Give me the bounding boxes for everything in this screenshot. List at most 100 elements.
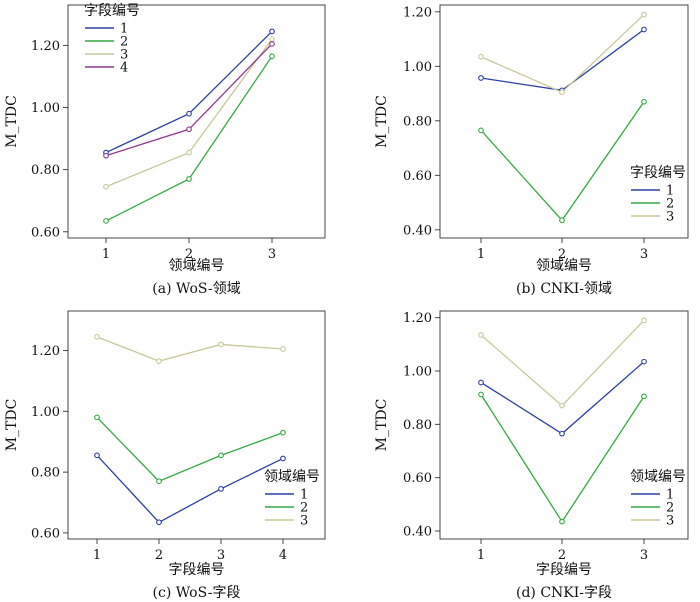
data-point	[103, 152, 109, 159]
legend-title: 字段编号	[84, 3, 140, 19]
series-line-2	[480, 394, 645, 523]
plot-frame	[67, 310, 326, 540]
y-tick-label: 0.40	[403, 223, 432, 238]
series-line-2	[96, 416, 284, 483]
legend-label: 2	[300, 501, 308, 516]
x-tick-label: 2	[155, 548, 163, 563]
y-tick-label: 0.80	[403, 114, 432, 129]
legend-label: 1	[666, 184, 674, 199]
legend-label: 2	[666, 197, 674, 212]
y-axis-label: M_TDC	[374, 95, 390, 148]
data-point	[478, 391, 484, 398]
data-point	[269, 53, 275, 60]
y-tick-label: 0.60	[31, 225, 60, 240]
data-point	[280, 346, 286, 352]
data-point	[478, 53, 484, 60]
y-tick-label: 1.00	[403, 60, 432, 75]
legend-label: 3	[300, 514, 308, 529]
data-point	[559, 518, 565, 525]
data-point	[559, 89, 565, 96]
legend: 领域编号 123	[630, 469, 686, 529]
legend-label: 1	[300, 488, 308, 503]
data-point	[186, 176, 192, 182]
legend-label: 4	[120, 61, 128, 76]
y-tick-label: 0.60	[31, 526, 60, 541]
legend-label: 1	[666, 488, 674, 503]
y-tick-label: 1.20	[31, 39, 60, 54]
data-point	[559, 430, 565, 437]
x-tick-label: 1	[93, 548, 101, 563]
data-point	[218, 452, 224, 459]
y-tick-label: 0.40	[403, 525, 432, 540]
legend-label: 1	[120, 22, 128, 37]
data-point	[641, 98, 647, 105]
x-tick-label: 4	[279, 548, 287, 563]
data-point	[269, 28, 275, 35]
data-point	[186, 126, 192, 133]
x-tick-label: 2	[558, 247, 566, 262]
y-tick-label: 1.00	[31, 101, 60, 116]
data-point	[478, 127, 484, 134]
x-tick-label: 1	[477, 247, 485, 262]
data-point	[94, 333, 100, 340]
data-point	[186, 149, 192, 156]
data-point	[156, 478, 162, 485]
data-point	[94, 452, 100, 459]
x-tick-label: 3	[640, 247, 648, 262]
panel-caption: (c) WoS-字段	[153, 585, 241, 601]
x-tick-label: 2	[185, 247, 193, 262]
y-axis-label: M_TDC	[4, 95, 20, 148]
panel-caption: (d) CNKI-字段	[516, 585, 612, 601]
data-point	[218, 341, 224, 348]
y-tick-label: 1.20	[403, 5, 432, 20]
series-line-1	[480, 29, 645, 91]
y-axis-label: M_TDC	[374, 399, 390, 452]
data-point	[218, 485, 224, 492]
series-line-4	[105, 43, 273, 157]
plot-frame	[67, 4, 326, 239]
x-axis-label: 字段编号	[169, 562, 225, 578]
data-point	[559, 402, 565, 409]
y-axis-label: M_TDC	[4, 399, 20, 452]
y-tick-label: 1.20	[403, 311, 432, 326]
x-tick-label: 3	[268, 247, 276, 262]
series-line-3	[480, 14, 645, 93]
legend-label: 3	[666, 210, 674, 225]
legend-title: 字段编号	[630, 165, 686, 181]
plot-frame	[439, 4, 689, 239]
series-line-2	[105, 55, 273, 222]
legend: 字段编号 123	[630, 165, 686, 225]
panel-caption: (b) CNKI-领域	[516, 281, 612, 297]
x-tick-label: 3	[640, 548, 648, 563]
data-point	[94, 414, 100, 421]
series-line-2	[480, 101, 645, 222]
panel-caption: (a) WoS-领域	[152, 281, 240, 297]
data-point	[156, 358, 162, 365]
data-point	[559, 217, 565, 224]
data-point	[156, 519, 162, 526]
data-point	[641, 317, 647, 324]
series-line-3	[96, 336, 284, 362]
legend-label: 3	[666, 514, 674, 529]
legend: 领域编号 123	[264, 469, 320, 529]
series-line-1	[480, 361, 645, 435]
data-point	[641, 358, 647, 365]
data-point	[641, 11, 647, 18]
data-point	[478, 332, 484, 338]
legend-label: 2	[666, 501, 674, 516]
series-line-3	[480, 319, 645, 407]
y-tick-label: 0.80	[403, 418, 432, 433]
data-point	[269, 40, 275, 47]
legend-label: 2	[120, 35, 128, 50]
y-tick-label: 0.80	[31, 466, 60, 481]
y-tick-label: 0.80	[31, 163, 60, 178]
x-axis-label: 领域编号	[169, 258, 225, 274]
data-point	[280, 429, 286, 436]
data-point	[103, 218, 109, 224]
data-point	[478, 75, 484, 81]
data-point	[478, 379, 484, 386]
